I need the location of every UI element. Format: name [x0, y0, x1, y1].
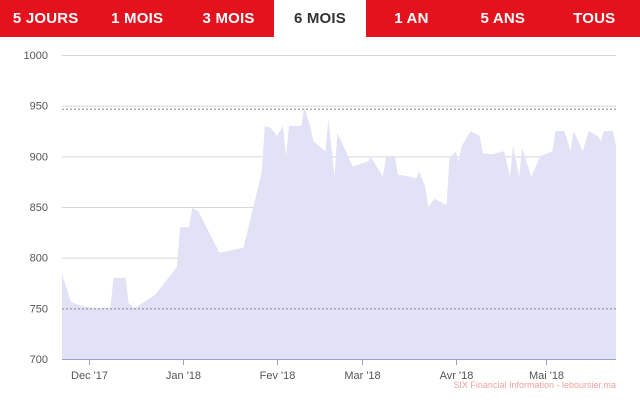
tab-6-mois[interactable]: 6 MOIS — [274, 0, 366, 37]
price-area-chart: 700 750 800 850 900 950 1000 Dec '17 Jan '18 Fev… — [24, 50, 616, 382]
x-axis: Dec '17 Jan '18 Fev '18 Mar '18 Avr '18 Mai '… — [62, 359, 616, 382]
y-tick-label: 750 — [30, 303, 48, 315]
x-tick-label: Jan '18 — [166, 370, 201, 382]
tab-tous[interactable]: TOUS — [548, 0, 640, 37]
y-tick-label: 700 — [30, 354, 48, 366]
plot-area — [62, 107, 616, 359]
source-credit: SIX Financial Information - leboursier.m… — [453, 380, 616, 390]
y-tick-label: 1000 — [24, 50, 48, 62]
tab-5-jours[interactable]: 5 JOURS — [0, 0, 92, 37]
x-tick-label: Mar '18 — [344, 370, 380, 382]
y-axis: 700 750 800 850 900 950 1000 — [24, 50, 48, 366]
x-tick-label: Fev '18 — [260, 370, 296, 382]
reference-lines — [62, 108, 616, 310]
tab-5-ans[interactable]: 5 ANS — [457, 0, 549, 37]
tab-1-an[interactable]: 1 AN — [365, 0, 458, 37]
x-tick-label: Dec '17 — [71, 370, 108, 382]
y-tick-label: 800 — [30, 253, 48, 265]
x-tick-label: Avr '18 — [440, 370, 474, 382]
period-tab-bar: 5 JOURS 1 MOIS 3 MOIS 6 MOIS 1 AN 5 ANS … — [0, 0, 640, 37]
y-tick-label: 850 — [30, 202, 48, 214]
tab-3-mois[interactable]: 3 MOIS — [182, 0, 275, 37]
y-tick-label: 950 — [30, 101, 48, 113]
x-tick-label: Mai '18 — [529, 370, 564, 382]
y-tick-label: 900 — [30, 151, 48, 163]
series-area — [62, 107, 616, 359]
tab-1-mois[interactable]: 1 MOIS — [91, 0, 183, 37]
